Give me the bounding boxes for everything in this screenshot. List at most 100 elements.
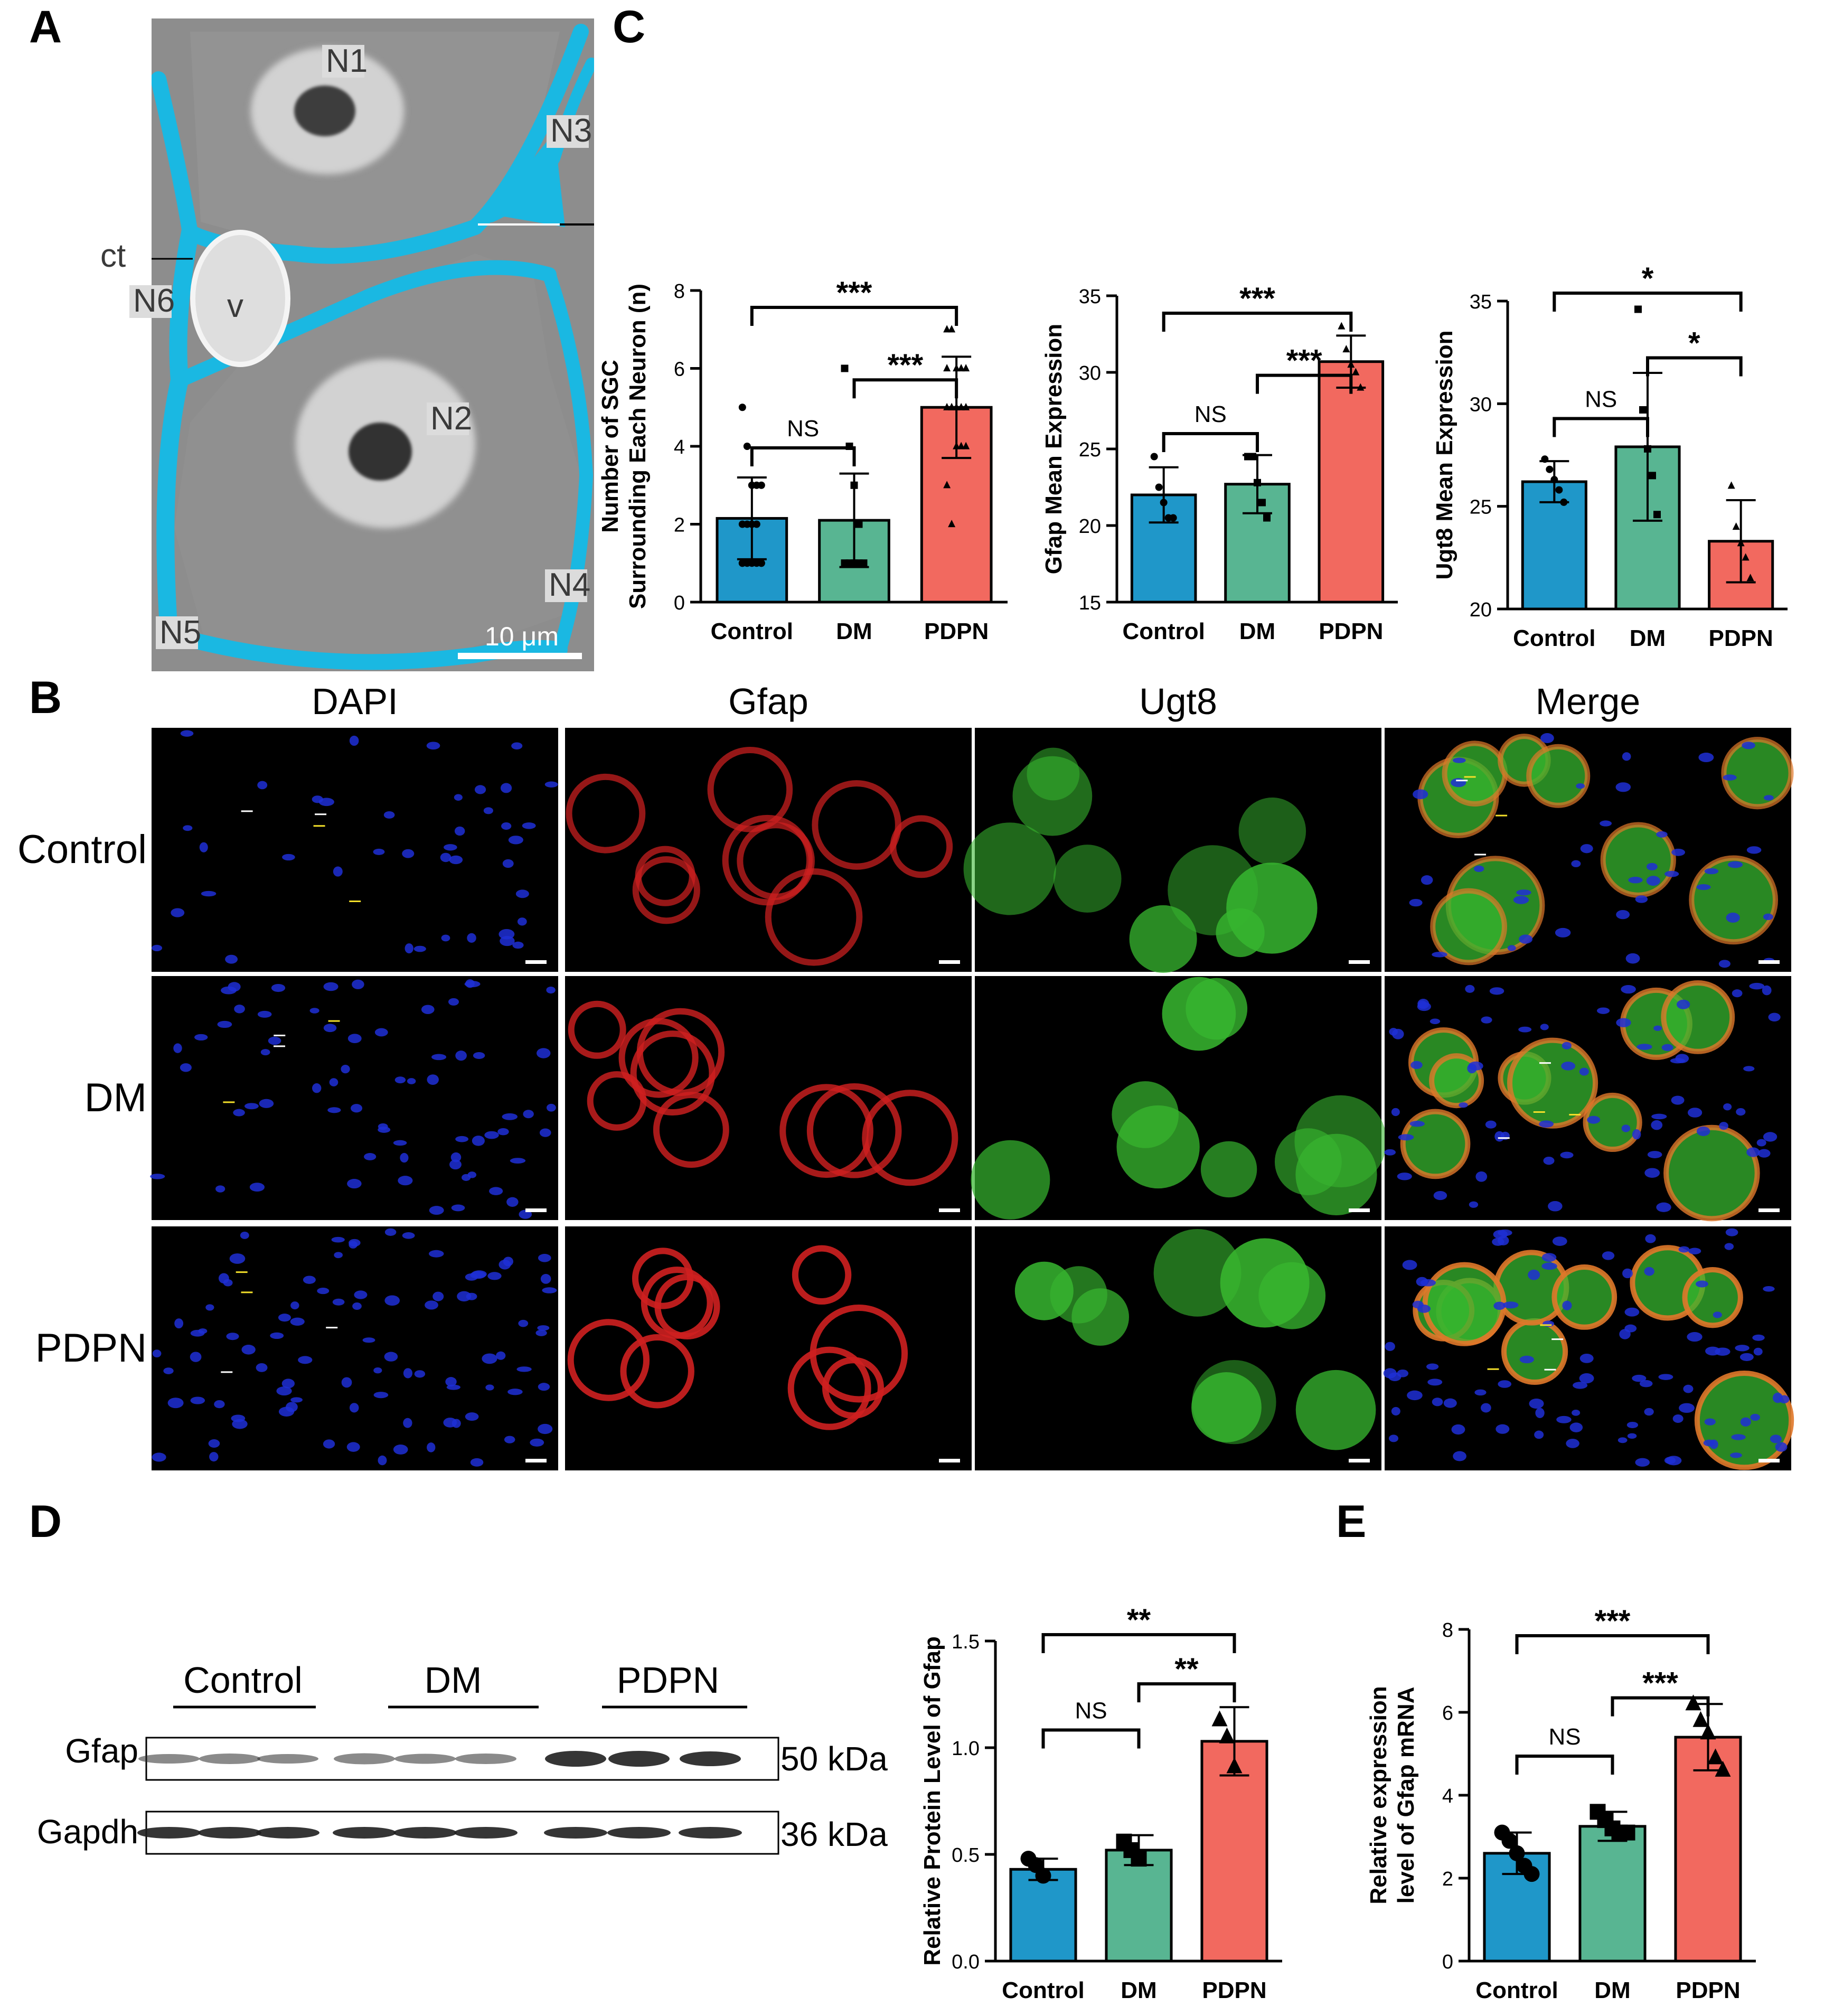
dapi-nucleus xyxy=(512,941,524,949)
data-point xyxy=(1546,465,1554,473)
significance-label: NS xyxy=(787,416,819,442)
dapi-nucleus xyxy=(1779,1395,1790,1404)
dapi-nucleus xyxy=(402,1232,415,1239)
data-point xyxy=(962,402,970,410)
ugt8-soma xyxy=(1238,797,1306,865)
dapi-nucleus xyxy=(167,1398,184,1409)
dapi-nucleus xyxy=(1730,1452,1742,1458)
data-point xyxy=(943,364,951,372)
significance-label: *** xyxy=(836,276,872,310)
significance-label: NS xyxy=(1585,387,1617,412)
data-point xyxy=(1555,486,1563,494)
dapi-nucleus xyxy=(1639,1380,1653,1387)
western-blot: Control DM PDPN Gfap 50 kDa Gapdh 36 kDa xyxy=(37,1659,888,1855)
dapi-nucleus xyxy=(1696,1126,1710,1137)
gapdh-band xyxy=(256,1827,319,1839)
x-tick-label: PDPN xyxy=(1676,1977,1740,2003)
dapi-nucleus xyxy=(1518,1026,1532,1033)
dapi-nucleus xyxy=(451,1204,465,1212)
significance-label: * xyxy=(1688,326,1700,361)
ugt8-soma xyxy=(1220,1238,1310,1328)
data-point xyxy=(948,520,956,528)
data-point xyxy=(1742,553,1750,561)
dapi-nucleus xyxy=(537,1048,551,1058)
data-point xyxy=(962,442,970,449)
gapdh-band xyxy=(393,1827,457,1839)
gfap-ring xyxy=(567,1319,650,1401)
data-point xyxy=(1715,1760,1731,1777)
gfap-band xyxy=(608,1751,670,1767)
dapi-nucleus xyxy=(1516,889,1531,896)
dapi-nucleus xyxy=(346,1442,360,1452)
dapi-nucleus xyxy=(374,1028,388,1037)
dapi-nucleus xyxy=(329,1078,338,1086)
gfap-ring xyxy=(653,1092,729,1168)
dapi-nucleus xyxy=(413,945,426,952)
dapi-nucleus xyxy=(309,1008,319,1014)
dapi-nucleus xyxy=(1587,1115,1601,1124)
dapi-nucleus xyxy=(383,811,395,819)
dapi-nucleus xyxy=(1497,1235,1509,1246)
chart-gfap-protein: 0.0 0.5 1.0 1.5 Relative Protein Level of Gf… xyxy=(919,1603,1282,2003)
significance-bracket xyxy=(1553,292,1743,312)
dapi-nucleus xyxy=(448,998,459,1006)
dapi-nucleus xyxy=(462,1174,471,1181)
ugt8-soma xyxy=(1200,1141,1257,1198)
dapi-nucleus xyxy=(334,1252,343,1259)
dapi-nucleus xyxy=(1580,844,1593,854)
scale-bar xyxy=(525,1208,547,1212)
dapi-nucleus xyxy=(1727,861,1743,868)
dapi-nucleus xyxy=(201,890,217,897)
x-tick-label: DM xyxy=(836,618,872,644)
dapi-nucleus xyxy=(546,1103,556,1112)
data-point xyxy=(738,404,746,411)
gfap-ring xyxy=(636,1008,725,1096)
dapi-nucleus xyxy=(152,1452,166,1462)
band-label-gfap: Gfap xyxy=(65,1732,138,1770)
y-tick-label: 8 xyxy=(1442,1619,1453,1642)
dapi-nucleus xyxy=(278,1314,291,1322)
dapi-nucleus xyxy=(542,1287,557,1293)
x-tick-label: Control xyxy=(1475,1977,1558,2003)
dapi-nucleus xyxy=(1391,1108,1400,1117)
dapi-nucleus xyxy=(429,1206,444,1215)
data-point xyxy=(1737,539,1745,547)
y-axis-label: Ugt8 Mean Expression xyxy=(1432,331,1457,580)
y-tick-label: 30 xyxy=(1079,362,1101,385)
dapi-nucleus xyxy=(474,785,486,794)
dapi-nucleus xyxy=(507,1389,523,1395)
dapi-nucleus xyxy=(1385,1342,1395,1351)
dapi-nucleus xyxy=(393,1444,408,1455)
y-tick-label: 8 xyxy=(674,280,685,303)
dapi-nucleus xyxy=(1615,782,1631,792)
column-title-dapi: DAPI xyxy=(312,681,398,722)
dapi-nucleus xyxy=(1384,1149,1396,1156)
dapi-nucleus xyxy=(1543,1320,1555,1327)
significance-bracket xyxy=(750,306,958,326)
merge-soma xyxy=(1554,1267,1615,1327)
dapi-nucleus xyxy=(538,1253,551,1262)
dapi-nucleus xyxy=(483,807,493,814)
dapi-nucleus xyxy=(276,1386,292,1396)
data-point xyxy=(1338,322,1346,330)
y-tick-label: 1.0 xyxy=(952,1738,980,1760)
y-axis-label: level of Gfap mRNA xyxy=(1393,1687,1419,1904)
bar-dm xyxy=(1105,1849,1173,1963)
dapi-nucleus xyxy=(1621,984,1636,994)
y-tick-label: 30 xyxy=(1470,393,1492,416)
ugt8-soma xyxy=(1129,905,1197,973)
data-point xyxy=(1155,483,1163,491)
merge-soma xyxy=(1503,1320,1566,1383)
significance-bracket xyxy=(1041,1728,1141,1749)
dapi-nucleus xyxy=(1757,1149,1771,1158)
dapi-nucleus xyxy=(180,1063,192,1072)
dapi-nucleus xyxy=(1552,1236,1567,1246)
significance-label: NS xyxy=(1075,1698,1107,1724)
dapi-nucleus xyxy=(1632,1374,1647,1382)
dapi-nucleus xyxy=(1451,778,1466,787)
dapi-nucleus xyxy=(249,1183,265,1192)
significance-label: ** xyxy=(1127,1603,1151,1637)
dapi-nucleus xyxy=(501,822,512,830)
ugt8-soma xyxy=(1295,1133,1377,1215)
